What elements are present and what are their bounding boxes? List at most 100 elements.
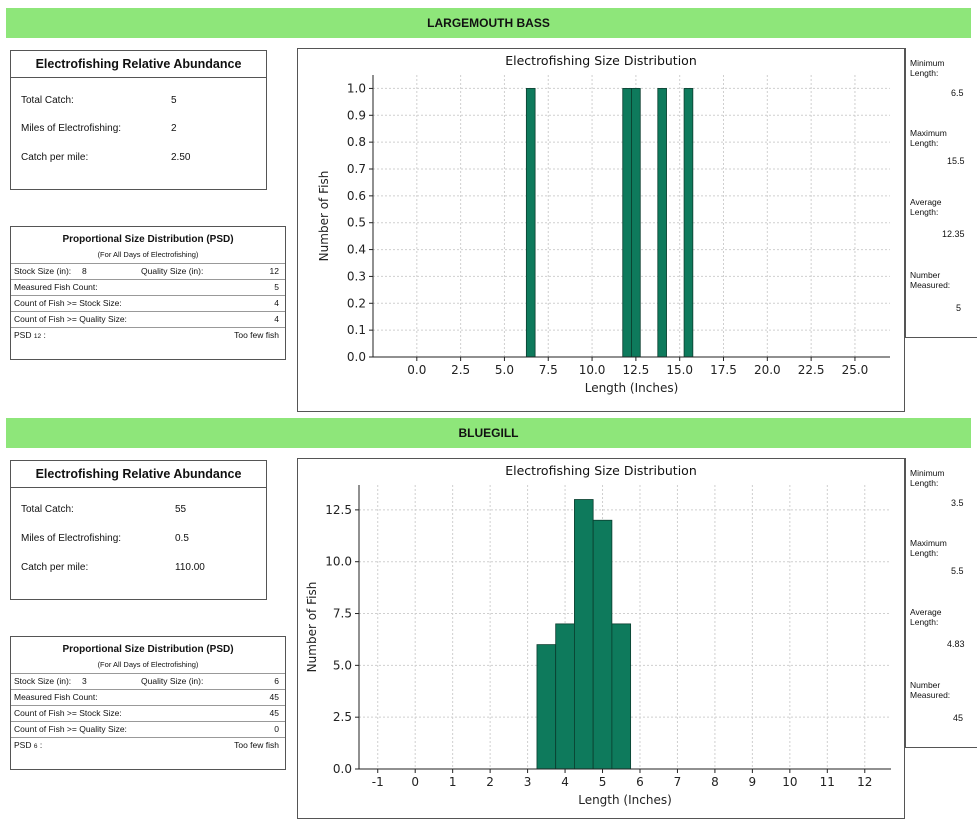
y-tick-label: 0.8 — [347, 135, 366, 149]
y-tick-label: 10.0 — [325, 555, 352, 569]
y-tick-label: 5.0 — [333, 658, 352, 672]
y-tick-label: 7.5 — [333, 607, 352, 621]
x-axis-title: Length (Inches) — [585, 381, 679, 395]
avg-length-value: 12.35 — [942, 229, 965, 239]
histogram-bar — [536, 644, 557, 770]
avg-length-value: 4.83 — [947, 639, 965, 649]
y-axis-title: Number of Fish — [317, 171, 331, 262]
x-tick-label: 7.5 — [539, 363, 558, 377]
avg-length-label: Average Length: — [910, 607, 942, 627]
psd-title: Proportional Size Distribution (PSD) — [62, 644, 234, 655]
number-measured-label: Number Measured: — [910, 680, 951, 700]
x-tick-label: 11 — [820, 775, 835, 789]
count-stock-size-value: 4 — [274, 298, 279, 308]
relative-abundance-title: Electrofishing Relative Abundance — [11, 461, 266, 488]
histogram-bar — [683, 88, 694, 358]
x-tick-label: 12 — [857, 775, 872, 789]
x-tick-label: 2.5 — [451, 363, 470, 377]
y-tick-label: 1.0 — [347, 81, 366, 95]
catch-per-mile-value: 110.00 — [175, 562, 205, 573]
count-quality-size-value: 0 — [274, 724, 279, 734]
max-length-value: 15.5 — [947, 156, 965, 166]
psd-result-row: PSD 6 : Too few fish — [11, 737, 285, 752]
relative-abundance-title: Electrofishing Relative Abundance — [11, 51, 266, 78]
x-tick-label: 9 — [749, 775, 757, 789]
histogram-bar — [611, 623, 632, 770]
miles-electrofishing-label: Miles of Electrofishing: — [21, 533, 122, 544]
size-distribution-chart-panel: Electrofishing Size Distribution -1 0 1 2 3 4… — [297, 458, 905, 819]
size-distribution-chart-panel: Electrofishing Size Distribution 0.0 2.5 5… — [297, 48, 905, 412]
psd-row: Measured Fish Count: 5 — [11, 279, 285, 294]
psd-title: Proportional Size Distribution (PSD) — [62, 234, 234, 245]
species-banner-largemouth-bass: LARGEMOUTH BASS — [6, 8, 971, 38]
relative-abundance-panel: Electrofishing Relative Abundance Total … — [10, 50, 267, 190]
y-tick-label: 12.5 — [325, 503, 352, 517]
x-tick-label: 4 — [561, 775, 569, 789]
psd-result-row: PSD 12 : Too few fish — [11, 327, 285, 342]
number-measured-value: 5 — [956, 303, 962, 313]
psd-stock-quality-row: Stock Size (in): 3 Quality Size (in): 6 — [11, 673, 285, 688]
length-stats-panel: Minimum Length: 3.5 Maximum Length: 5.5 … — [905, 458, 977, 748]
y-tick-label: 0.0 — [333, 762, 352, 776]
total-catch-label: Total Catch: — [21, 504, 74, 515]
psd-subtitle: (For All Days of Electrofishing) — [97, 250, 199, 259]
y-tick-label: 0.6 — [347, 189, 366, 203]
count-quality-size-label: Count of Fish >= Quality Size: — [14, 724, 127, 734]
y-tick-label: 0.2 — [347, 296, 366, 310]
psd-row: Count of Fish >= Quality Size: 0 — [11, 721, 285, 736]
chart-title: Electrofishing Size Distribution — [505, 463, 697, 478]
x-tick-label: 22.5 — [798, 363, 825, 377]
x-tick-label: 6 — [636, 775, 644, 789]
histogram-bar — [574, 499, 594, 770]
x-tick-label: 5.0 — [495, 363, 514, 377]
x-tick-label: 5 — [599, 775, 607, 789]
x-tick-label: 10 — [782, 775, 797, 789]
miles-electrofishing-value: 0.5 — [175, 533, 189, 544]
length-stats-panel: Minimum Length: 6.5 Maximum Length: 15.5… — [905, 48, 977, 338]
x-tick-label: 20.0 — [754, 363, 781, 377]
x-tick-label: 12.5 — [623, 363, 650, 377]
chart-title: Electrofishing Size Distribution — [505, 53, 697, 68]
quality-size-label: Quality Size (in): — [141, 676, 204, 686]
size-distribution-chart: -1 0 1 2 3 4 5 6 7 8 9 10 11 120.02.55.07.510.012.5Le… — [305, 485, 891, 807]
psd-label: PSD 6 : — [14, 740, 43, 750]
total-catch-value: 5 — [171, 95, 177, 106]
x-tick-label: 2 — [486, 775, 494, 789]
y-tick-label: 2.5 — [333, 710, 352, 724]
psd-panel: Proportional Size Distribution (PSD) (Fo… — [10, 636, 286, 770]
size-distribution-chart: 0.0 2.5 5.0 7.5 10.0 12.5 15.0 17.5 20.0 22.5 25.0… — [317, 75, 890, 395]
psd-value: Too few fish — [234, 330, 279, 340]
x-axis-title: Length (Inches) — [578, 793, 672, 807]
count-stock-size-label: Count of Fish >= Stock Size: — [14, 298, 122, 308]
x-tick-label: 17.5 — [710, 363, 737, 377]
y-axis-title: Number of Fish — [305, 582, 319, 673]
x-tick-label: 0.0 — [407, 363, 426, 377]
quality-size-value: 12 — [269, 266, 279, 276]
x-tick-label: -1 — [372, 775, 384, 789]
histogram-bar — [555, 623, 575, 770]
psd-panel: Proportional Size Distribution (PSD) (Fo… — [10, 226, 286, 360]
y-tick-label: 0.5 — [347, 216, 366, 230]
min-length-value: 3.5 — [951, 498, 964, 508]
psd-row: Measured Fish Count: 45 — [11, 689, 285, 704]
number-measured-value: 45 — [953, 713, 964, 723]
x-tick-label: 8 — [711, 775, 719, 789]
miles-electrofishing-label: Miles of Electrofishing: — [21, 123, 122, 134]
max-length-label: Maximum Length: — [910, 538, 947, 558]
catch-per-mile-label: Catch per mile: — [21, 562, 89, 573]
number-measured-label: Number Measured: — [910, 270, 951, 290]
count-quality-size-label: Count of Fish >= Quality Size: — [14, 314, 127, 324]
x-tick-label: 15.0 — [666, 363, 693, 377]
avg-length-label: Average Length: — [910, 197, 942, 217]
count-stock-size-label: Count of Fish >= Stock Size: — [14, 708, 122, 718]
y-tick-label: 0.9 — [347, 108, 366, 122]
measured-fish-count-label: Measured Fish Count: — [14, 282, 98, 292]
quality-size-value: 6 — [274, 676, 279, 686]
total-catch-value: 55 — [175, 504, 187, 515]
psd-subtitle: (For All Days of Electrofishing) — [97, 660, 199, 669]
relative-abundance-panel: Electrofishing Relative Abundance Total … — [10, 460, 267, 600]
x-tick-label: 0 — [411, 775, 419, 789]
max-length-value: 5.5 — [951, 566, 964, 576]
histogram-bar — [657, 88, 667, 358]
quality-size-label: Quality Size (in): — [141, 266, 204, 276]
